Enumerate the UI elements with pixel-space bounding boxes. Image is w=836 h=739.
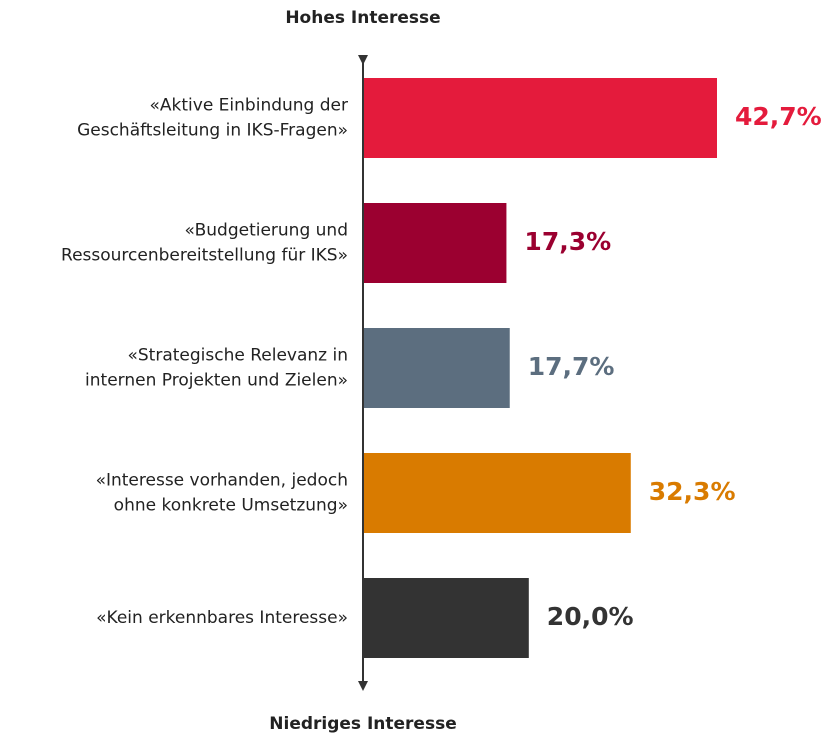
value-label: 32,3% <box>649 477 736 506</box>
value-label: 17,7% <box>528 352 615 381</box>
category-label: «Aktive Einbindung der Geschäftsleitung i… <box>77 96 348 141</box>
bar <box>363 453 631 533</box>
bar <box>363 78 717 158</box>
value-label: 20,0% <box>547 602 634 631</box>
category-label: «Kein erkennbares Interesse» <box>96 608 348 628</box>
top-label: Hohes Interesse <box>285 8 440 28</box>
bar <box>363 328 510 408</box>
value-label: 17,3% <box>524 227 611 256</box>
category-label: «Interesse vorhanden, jedoch ohne konkret… <box>96 471 348 516</box>
category-label: «Budgetierung und Ressourcenbereitstellun… <box>61 221 348 266</box>
bar <box>363 203 507 283</box>
bar <box>363 578 529 658</box>
value-label: 42,7% <box>735 102 822 131</box>
category-label: «Strategische Relevanz in internen Projek… <box>85 346 348 391</box>
bottom-label: Niedriges Interesse <box>269 714 456 734</box>
